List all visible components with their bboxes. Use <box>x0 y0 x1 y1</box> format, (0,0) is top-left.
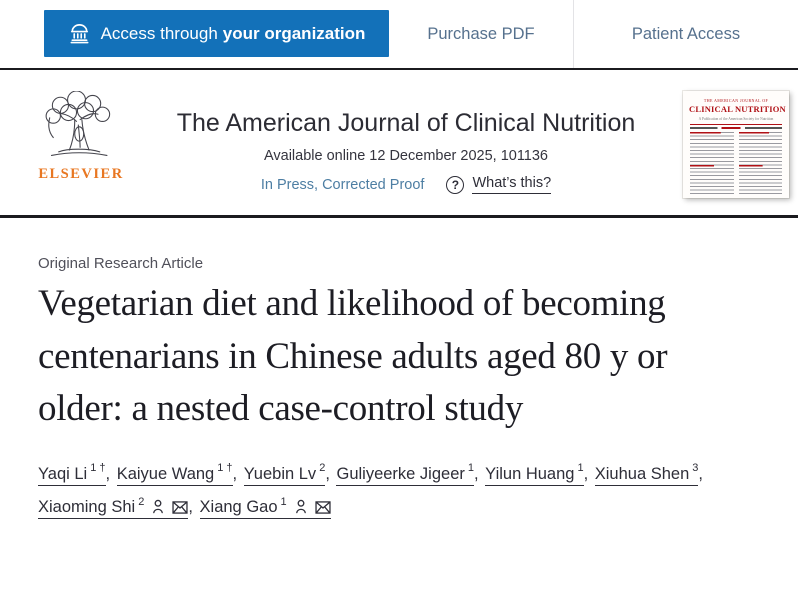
elsevier-wordmark: ELSEVIER <box>38 166 124 182</box>
author-separator: , <box>698 464 703 483</box>
author-name: Xiaoming Shi <box>38 498 136 517</box>
availability-text: Available online 12 December 2025, 10113… <box>263 148 549 164</box>
cover-rule <box>690 124 782 125</box>
elsevier-logo[interactable]: ELSEVIER <box>33 90 129 183</box>
author-affiliation-sup: 1 <box>467 462 474 475</box>
author-name: Kaiyue Wang <box>116 464 215 483</box>
journal-header-center: The American Journal of Clinical Nutriti… <box>129 91 683 194</box>
journal-title-link[interactable]: The American Journal of Clinical Nutriti… <box>176 109 636 137</box>
author-link[interactable]: Xiuhua Shen 3 <box>594 462 699 486</box>
author-affiliation-sup: 3 <box>692 462 699 475</box>
author-name: Xiang Gao <box>199 498 278 517</box>
author-separator: , <box>188 498 198 517</box>
author-affiliation-sup: 2 <box>138 495 145 508</box>
patient-access-zone: Patient Access <box>573 0 798 68</box>
author-affiliation-sup: 1 † <box>217 462 233 475</box>
access-through-organization-button[interactable]: Access through your organization <box>44 10 389 57</box>
author-name: Yuebin Lv <box>243 464 317 483</box>
author-name: Guliyeerke Jigeer <box>336 464 465 483</box>
author-link[interactable]: Xiang Gao 1 <box>199 495 331 520</box>
author-link[interactable]: Yuebin Lv 2 <box>243 462 326 486</box>
purchase-pdf-link[interactable]: Purchase PDF <box>427 24 535 43</box>
author-name: Yaqi Li <box>38 464 88 483</box>
top-action-bar: Access through your organization Purchase… <box>0 0 798 70</box>
cover-toc <box>689 132 783 194</box>
journal-header: ELSEVIER The American Journal of Clinica… <box>0 70 798 198</box>
author-link[interactable]: Yaqi Li 1 † <box>38 462 106 486</box>
author-affiliation-sup: 1 <box>280 495 287 508</box>
header-divider <box>0 215 798 218</box>
cover-title: CLINICAL NUTRITION <box>689 104 786 114</box>
author-separator: , <box>232 464 242 483</box>
author-link[interactable]: Yilun Huang 1 <box>485 462 584 486</box>
author-name: Xiuhua Shen <box>594 464 690 483</box>
email-icon <box>315 501 331 515</box>
patient-access-link[interactable]: Patient Access <box>631 24 741 43</box>
article-category: Original Research Article <box>38 255 204 272</box>
author-link[interactable]: Guliyeerke Jigeer 1 <box>336 462 474 486</box>
cover-volume-line <box>690 127 782 129</box>
cover-toc-column <box>738 132 782 194</box>
author-link[interactable]: Xiaoming Shi 2 <box>38 495 189 520</box>
cover-subtitle: A Publication of the American Society fo… <box>698 116 774 121</box>
author-separator: , <box>105 464 115 483</box>
purchase-pdf-zone: Purchase PDF <box>389 0 573 68</box>
author-separator: , <box>583 464 593 483</box>
elsevier-tree-icon <box>39 90 123 163</box>
cover-masthead: THE AMERICAN JOURNAL OF <box>703 98 769 103</box>
author-profile-icon <box>153 500 164 514</box>
email-icon <box>172 501 188 515</box>
institution-icon <box>68 22 91 45</box>
author-separator: , <box>474 464 484 483</box>
access-button-label: Access through your organization <box>100 23 366 43</box>
author-separator: , <box>325 464 335 483</box>
question-mark-icon: ? <box>446 175 465 194</box>
article-header: Original Research Article Vegetarian die… <box>0 255 798 525</box>
in-press-link[interactable]: In Press, Corrected Proof <box>260 176 425 193</box>
author-affiliation-sup: 1 † <box>90 462 106 475</box>
whats-this-link[interactable]: What’s this? <box>472 175 552 194</box>
whats-this-group[interactable]: ? What’s this? <box>446 175 552 194</box>
author-affiliation-sup: 2 <box>319 462 326 475</box>
article-title: Vegetarian diet and likelihood of becomi… <box>38 283 668 430</box>
author-link[interactable]: Kaiyue Wang 1 † <box>116 462 233 486</box>
in-press-row: In Press, Corrected Proof ? What’s this? <box>129 175 683 194</box>
author-affiliation-sup: 1 <box>577 462 584 475</box>
journal-cover-thumbnail[interactable]: THE AMERICAN JOURNAL OF CLINICAL NUTRITI… <box>683 91 789 198</box>
author-list: Yaqi Li 1 †, Kaiyue Wang 1 †, Yuebin Lv 2, … <box>38 458 758 526</box>
cover-toc-column <box>690 132 734 194</box>
author-profile-icon <box>295 500 306 514</box>
author-name: Yilun Huang <box>485 464 575 483</box>
